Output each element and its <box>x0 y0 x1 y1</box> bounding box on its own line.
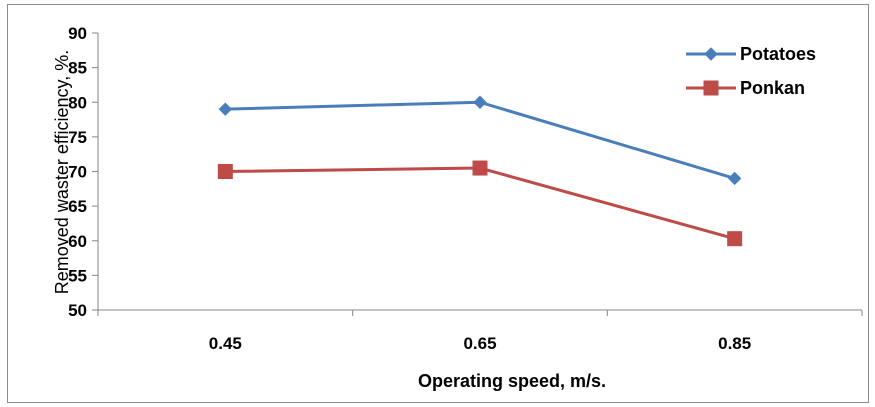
diamond-marker <box>727 171 742 186</box>
y-tick-label: 80 <box>68 93 87 112</box>
square-marker <box>472 160 488 176</box>
x-axis: 0.45 0.65 0.85 <box>97 309 863 353</box>
y-tick-label: 70 <box>68 163 87 182</box>
y-tick-label: 75 <box>68 128 87 147</box>
square-marker <box>217 164 233 179</box>
data-point <box>473 95 487 109</box>
diamond-marker <box>704 47 718 61</box>
data-point <box>727 171 742 186</box>
y-tick-label: 85 <box>68 59 87 78</box>
legend: Potatoes Ponkan <box>686 44 816 98</box>
square-marker <box>703 80 719 96</box>
legend-label: Potatoes <box>740 44 816 64</box>
diamond-marker <box>218 102 233 116</box>
x-tick-label: 0.65 <box>463 334 496 353</box>
legend-item-ponkan: Ponkan <box>686 78 805 98</box>
chart-frame <box>7 4 869 403</box>
y-tick-label: 50 <box>68 301 87 320</box>
y-tick-label: 65 <box>68 197 87 216</box>
series-line <box>225 166 736 241</box>
series-ponkan <box>217 160 743 247</box>
series-layer <box>217 95 743 247</box>
x-tick-label: 0.45 <box>209 334 242 353</box>
legend-item-potatoes: Potatoes <box>686 44 816 64</box>
y-tick-label: 60 <box>68 232 87 251</box>
legend-label: Ponkan <box>740 78 805 98</box>
y-tick-label: 55 <box>68 266 87 285</box>
data-point <box>472 160 488 176</box>
square-marker <box>727 231 743 247</box>
x-axis-title: Operating speed, m/s. <box>418 371 606 391</box>
diamond-marker <box>473 95 487 109</box>
y-axis-title: Removed waster efficiency, %. <box>52 50 72 294</box>
series-potatoes <box>218 95 742 186</box>
data-point <box>218 102 233 116</box>
y-axis: 50 55 60 65 70 75 80 85 90 <box>68 24 99 320</box>
data-point <box>217 164 233 179</box>
y-tick-label: 90 <box>68 24 87 43</box>
data-point <box>727 231 743 247</box>
x-tick-label: 0.85 <box>718 334 751 353</box>
